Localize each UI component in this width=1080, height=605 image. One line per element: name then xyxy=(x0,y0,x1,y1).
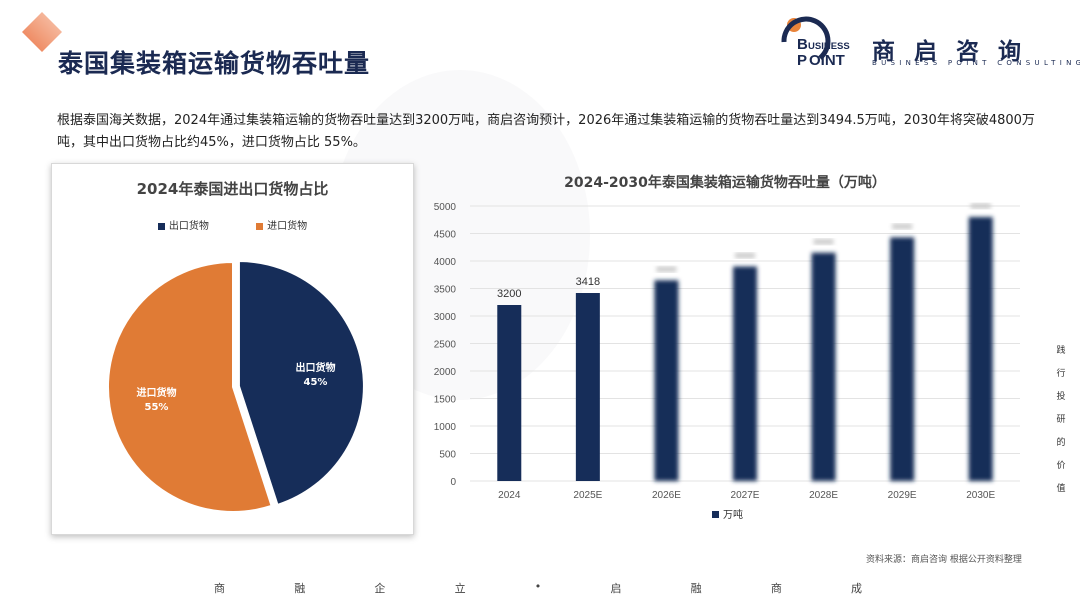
accent-triangle xyxy=(22,12,62,52)
pie-chart: 出口货物 45% 进口货物 55% xyxy=(107,260,365,513)
pie-legend: 出口货物 进口货物 xyxy=(52,217,413,232)
bar-2027E xyxy=(733,266,757,481)
bar-y-tick-label: 500 xyxy=(439,450,456,461)
logo-english-name: BUSINESS POINT CONSULTING xyxy=(872,59,1080,67)
bar-y-tick-label: 1500 xyxy=(434,395,457,406)
pie-legend-item-export: 出口货物 xyxy=(157,217,209,232)
bar-data-label-blurred xyxy=(656,266,677,273)
footer-char: 融 xyxy=(690,582,704,595)
bar-2030E xyxy=(968,217,993,481)
bar-y-tick-label: 3000 xyxy=(434,312,457,323)
footer-char: 商 xyxy=(770,582,784,595)
bar-x-tick-label: 2024 xyxy=(498,490,521,501)
bar-legend-swatch xyxy=(712,511,719,518)
pie-chart-panel: 2024年泰国进出口货物占比 出口货物 进口货物 出口货物 45% 进口货物 55% xyxy=(51,163,414,535)
page-title: 泰国集装箱运输货物吞吐量 xyxy=(58,49,371,78)
side-caption-char: 价 xyxy=(1056,461,1066,471)
intro-paragraph: 根据泰国海关数据，2024年通过集装箱运输的货物吞吐量达到3200万吨，商启咨询… xyxy=(57,113,1035,150)
footer-char: • xyxy=(534,580,544,593)
side-caption-char: 投 xyxy=(1056,392,1066,402)
source-note: 资料来源：商启咨询 根据公开资料整理 xyxy=(866,555,1022,565)
bar-y-tick-label: 0 xyxy=(450,477,456,488)
pie-slice-percent-label: 45% xyxy=(304,377,328,388)
bar-y-tick-label: 2500 xyxy=(434,340,457,351)
side-caption-char: 的 xyxy=(1056,438,1066,448)
side-caption-char: 行 xyxy=(1056,369,1066,379)
bar-data-label: 3200 xyxy=(497,288,521,300)
pie-legend-item-import: 进口货物 xyxy=(256,217,307,232)
pie-legend-swatch-export xyxy=(157,222,165,230)
bar-y-tick-label: 5000 xyxy=(434,202,457,213)
footer-char: 启 xyxy=(610,582,624,595)
side-caption-char: 践 xyxy=(1056,346,1066,356)
logo-mark: B USINESS P OINT xyxy=(781,16,850,69)
footer-char: 融 xyxy=(294,582,308,595)
pie-legend-label-import: 进口货物 xyxy=(267,221,308,232)
bar-y-tick-label: 4500 xyxy=(434,230,457,241)
logo-letter-p: P xyxy=(797,52,807,69)
bar-y-tick-label: 1000 xyxy=(434,422,457,433)
bar-y-tick-label: 4000 xyxy=(434,257,457,268)
bar-data-label-blurred xyxy=(735,252,755,259)
bar-x-tick-label: 2026E xyxy=(652,490,681,501)
bar-data-label-blurred xyxy=(813,238,834,245)
bar-x-tick-label: 2029E xyxy=(888,490,917,501)
pie-slice-export xyxy=(237,260,365,507)
bar-chart-title: 2024-2030年泰国集装箱运输货物吞吐量（万吨） xyxy=(564,175,886,191)
pie-slice-name-label: 进口货物 xyxy=(136,386,176,399)
bar-legend-label: 万吨 xyxy=(723,508,743,521)
bar-chart: 0 500 1000 1500 2000 2500 3000 3500 4000 4500 5000… xyxy=(434,202,1020,521)
company-logo: B USINESS P OINT 商启咨询 BUSINESS POINT CON… xyxy=(780,14,1080,70)
bar-data-label-blurred xyxy=(970,203,991,209)
bar-x-tick-label: 2028E xyxy=(809,490,838,501)
pie-chart-title: 2024年泰国进出口货物占比 xyxy=(136,180,329,198)
footer-char: 商 xyxy=(214,582,227,595)
side-caption-char: 值 xyxy=(1056,484,1066,494)
pie-legend-label-export: 出口货物 xyxy=(168,221,209,232)
logo-letter-b: B xyxy=(797,36,808,53)
pie-legend-swatch-import xyxy=(256,222,264,230)
bar-2028E xyxy=(811,252,836,481)
bar-x-tick-label: 2030E xyxy=(966,490,995,501)
pie-slice-import xyxy=(107,260,273,513)
bar-data-label: 3418 xyxy=(576,276,600,288)
side-caption-char: 研 xyxy=(1056,415,1066,425)
bar-x-tick-label: 2025E xyxy=(573,490,602,501)
bar-2029E xyxy=(890,237,915,481)
pie-slice-name-label: 出口货物 xyxy=(295,361,335,374)
bar-y-tick-label: 2000 xyxy=(434,367,457,378)
footer-char: 立 xyxy=(454,582,468,595)
bar-data-label-blurred xyxy=(892,223,913,230)
bar-2026E xyxy=(654,280,679,481)
bar-x-tick-label: 2027E xyxy=(731,490,760,501)
logo-text-usiness: USINESS xyxy=(808,41,850,52)
logo-chinese-name: 商启咨询 xyxy=(872,39,1040,65)
bar-y-tick-label: 3500 xyxy=(434,285,457,296)
bar-2025E xyxy=(575,293,600,481)
logo-text-oint: OINT xyxy=(809,52,845,69)
bar-2024 xyxy=(497,305,522,481)
footer-char: 企 xyxy=(374,582,388,595)
footer-slogan: 商 融 企 立 • 启 融 商 成 xyxy=(214,580,864,596)
footer-char: 成 xyxy=(851,582,864,595)
side-vertical-caption: 践行投研的价值 xyxy=(1054,340,1068,501)
pie-slice-percent-label: 55% xyxy=(144,402,168,413)
